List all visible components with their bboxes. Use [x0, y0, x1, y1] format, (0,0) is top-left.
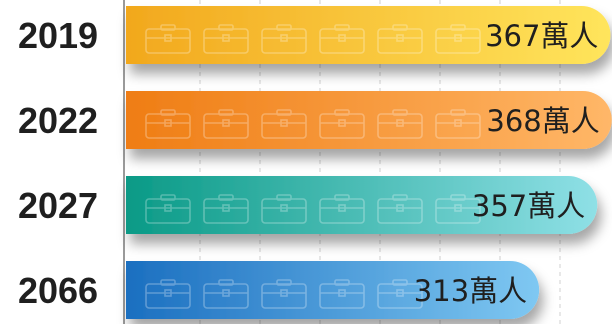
briefcase-icon [377, 109, 423, 139]
briefcase-icon [261, 279, 307, 309]
value-label: 367萬人 [485, 19, 598, 53]
briefcase-icon [145, 194, 191, 224]
bar-2019 [126, 6, 611, 64]
value-label: 357萬人 [472, 189, 585, 223]
briefcase-icon [319, 24, 365, 54]
category-label: 2027 [18, 185, 98, 226]
briefcase-icon [435, 24, 481, 54]
bar-2022 [126, 91, 612, 149]
value-label: 368萬人 [486, 104, 599, 138]
briefcase-icon [377, 194, 423, 224]
bar-2066 [126, 261, 540, 319]
category-label: 2022 [18, 100, 98, 141]
briefcase-icon [261, 109, 307, 139]
briefcase-icon [203, 24, 249, 54]
category-label: 2066 [18, 270, 98, 311]
chart-labels: 2019 367萬人 2022 368萬人 2027 357萬人 2066 313萬人 [18, 15, 600, 311]
chart-bars [126, 6, 612, 319]
briefcase-icon [435, 109, 481, 139]
bar-shape [126, 6, 611, 64]
briefcase-icon [319, 194, 365, 224]
bar-shape [126, 261, 540, 319]
briefcase-icon [319, 109, 365, 139]
briefcase-icon [377, 24, 423, 54]
value-label: 313萬人 [414, 274, 527, 308]
briefcase-icon [319, 279, 365, 309]
briefcase-icon [435, 194, 481, 224]
briefcase-icon [203, 279, 249, 309]
briefcase-icon [145, 109, 191, 139]
briefcase-icon [203, 109, 249, 139]
briefcase-icon [145, 279, 191, 309]
briefcase-icon [203, 194, 249, 224]
bar-shape [126, 176, 598, 235]
briefcase-icon [261, 24, 307, 54]
briefcase-icon [377, 279, 423, 309]
bar-2027 [126, 176, 598, 235]
briefcase-icon [145, 24, 191, 54]
briefcase-icon [261, 194, 307, 224]
bar-shape [126, 91, 612, 149]
category-label: 2019 [18, 15, 98, 56]
chart-gridlines [199, 0, 561, 324]
